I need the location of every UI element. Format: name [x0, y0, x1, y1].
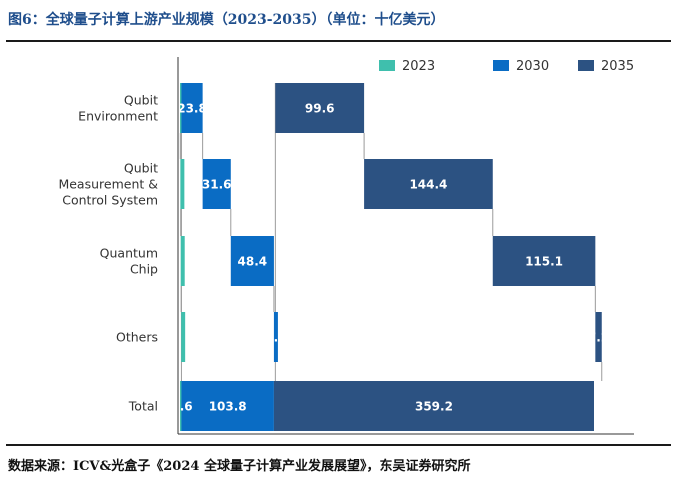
legend-swatch-2035: [578, 60, 594, 71]
legend-label-2023: 2023: [402, 59, 435, 74]
legend: 2023 2030 2035: [379, 59, 634, 74]
bar-others-2035: [595, 312, 602, 362]
data-label-total-2030: 103.8: [209, 400, 247, 414]
connector-lines: [179, 83, 603, 381]
data-label-others-2030: 1.6: [265, 331, 286, 345]
data-label-qubit-environment-2035: 99.6: [305, 102, 335, 116]
figure-title: 图6：全球量子计算上游产业规模（2023-2035）（单位：十亿美元）: [8, 12, 445, 28]
bar-qubit-measurement-control-2030: [202, 159, 231, 209]
bar-total-2035: [273, 381, 594, 431]
bar-total-2030: [181, 381, 274, 431]
data-label-qubit-environment-2030: 23.8: [177, 102, 207, 116]
legend-swatch-2023: [379, 60, 395, 71]
bar-quantum-chip-2030: [230, 236, 274, 286]
source-note: 数据来源：ICV&光盒子《2024 全球量子计算产业发展展望》，东吴证券研究所: [8, 459, 471, 474]
top-rule: [6, 40, 671, 42]
bar-qubit-measurement-control-2035: [364, 159, 493, 209]
bar-others-2030: [273, 312, 278, 362]
bar-qubit-measurement-control-2023: [180, 159, 185, 209]
data-label-total-2023: 1.6: [171, 400, 192, 414]
data-label-qubit-measurement-control-2035: 144.4: [409, 178, 447, 192]
category-label-total: Total: [128, 399, 158, 414]
data-label-quantum-chip-2030: 48.4: [238, 255, 268, 269]
data-label-total-2035: 359.2: [415, 400, 453, 414]
category-labels: Qubit Environment Qubit Measurement & Contro…: [58, 93, 158, 414]
category-label-others: Others: [116, 330, 158, 345]
data-label-quantum-chip-2035: 115.1: [525, 255, 563, 269]
data-label-qubit-measurement-control-2030: 31.6: [202, 178, 232, 192]
legend-swatch-2030: [493, 60, 509, 71]
legend-label-2035: 2035: [601, 59, 634, 74]
legend-label-2030: 2030: [516, 59, 549, 74]
bars: [180, 83, 602, 431]
data-labels: 23.8 99.6 31.6 144.4 48.4 115.1 1.6 7.2 1.6 103.8…: [171, 102, 609, 414]
bar-qubit-environment-2030: [181, 83, 203, 133]
data-label-others-2035: 7.2: [588, 331, 609, 345]
category-label-qubit-environment: Qubit Environment: [78, 93, 158, 124]
bar-qubit-environment-2035: [275, 83, 365, 133]
category-label-quantum-chip: Quantum Chip: [100, 246, 158, 277]
bar-quantum-chip-2035: [492, 236, 596, 286]
bar-quantum-chip-2023: [180, 236, 185, 286]
category-label-qubit-measurement-control: Qubit Measurement & Control System: [58, 161, 158, 208]
bar-others-2023: [181, 312, 186, 362]
bottom-rule: [6, 444, 671, 446]
